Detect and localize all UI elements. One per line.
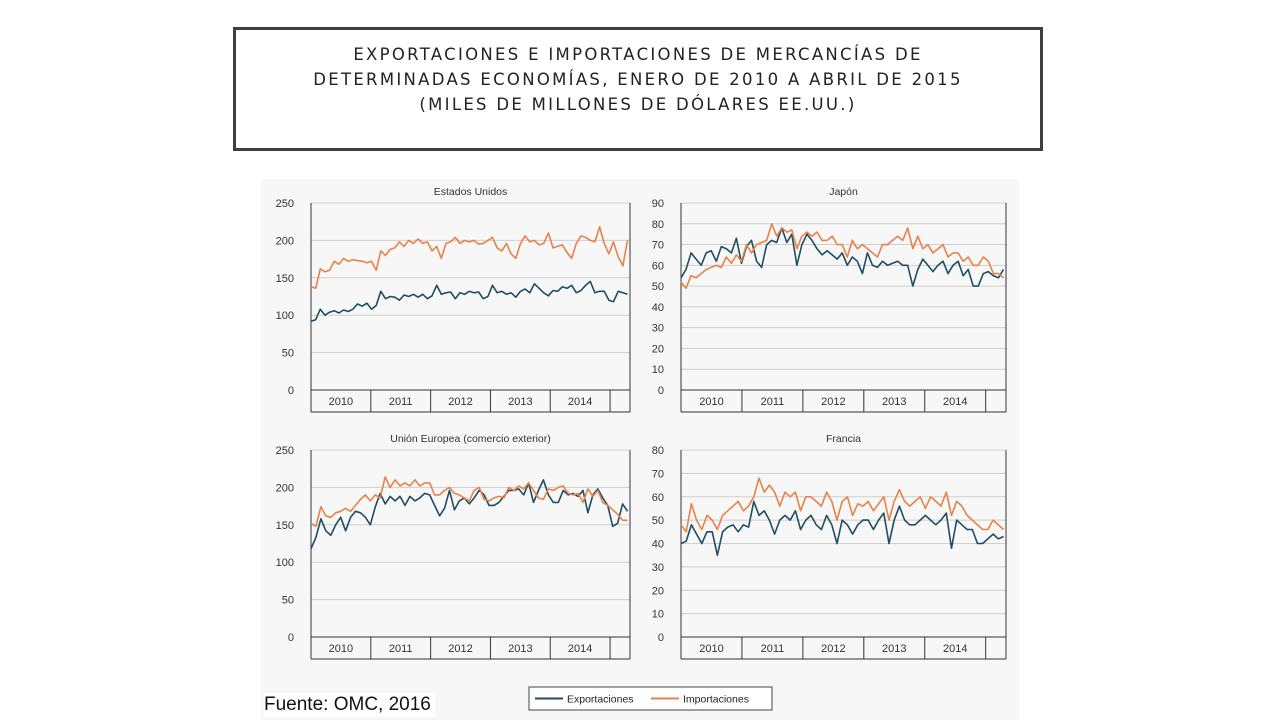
- eu-y-tick-label: 150: [276, 520, 294, 532]
- us-x-tick-label: 2013: [508, 396, 532, 408]
- charts-panel: 0 50 100 150 200 250 Estados Unidos 2010 2011 201…: [261, 179, 1019, 720]
- fr-y-tick-label: 10: [652, 609, 664, 621]
- fr-y-tick-label: 40: [652, 539, 664, 551]
- us-y-tick-label: 200: [276, 235, 294, 247]
- us-x-tick-label: 2014: [568, 396, 592, 408]
- title-line-2: DETERMINADAS ECONOMÍAS, ENERO DE 2010 A …: [313, 70, 963, 89]
- eu-x-tick-label: 2013: [508, 643, 532, 655]
- us-y-tick-label: 50: [282, 348, 294, 360]
- jp-chart-title: Japón: [829, 186, 858, 198]
- fr-y-tick-label: 50: [652, 515, 664, 527]
- title-line-1: EXPORTACIONES E IMPORTACIONES DE MERCANC…: [353, 45, 923, 64]
- eu-y-tick-label: 200: [276, 482, 294, 494]
- legend-box: [528, 686, 773, 711]
- fr-x-tick-label: 2013: [882, 643, 906, 655]
- legend-exports-label: Exportaciones: [567, 694, 634, 706]
- title-box: EXPORTACIONES E IMPORTACIONES DE MERCANC…: [233, 27, 1043, 151]
- jp-x-tick-label: 2010: [699, 396, 723, 408]
- us-y-tick-label: 250: [276, 198, 294, 210]
- jp-y-tick-label: 30: [652, 323, 664, 335]
- fr-y-tick-label: 0: [658, 632, 664, 644]
- jp-y-tick-label: 90: [652, 198, 664, 210]
- jp-y-tick-label: 0: [658, 385, 664, 397]
- jp-y-tick-label: 70: [652, 240, 664, 252]
- us-y-tick-label: 150: [276, 273, 294, 285]
- us-y-tick-label: 100: [276, 310, 294, 322]
- fr-y-tick-label: 20: [652, 585, 664, 597]
- jp-y-tick-label: 20: [652, 343, 664, 355]
- eu-chart-title: Unión Europea (comercio exterior): [390, 433, 550, 445]
- fr-y-tick-label: 80: [652, 445, 664, 457]
- jp-y-tick-label: 40: [652, 302, 664, 314]
- eu-y-tick-label: 250: [276, 445, 294, 457]
- eu-y-tick-label: 50: [282, 595, 294, 607]
- jp-x-tick-label: 2013: [882, 396, 906, 408]
- jp-y-tick-label: 10: [652, 364, 664, 376]
- fr-series-imports: [680, 477, 1005, 533]
- fr-y-tick-label: 60: [652, 492, 664, 504]
- jp-x-tick-label: 2011: [761, 396, 785, 408]
- jp-x-tick-label: 2014: [943, 396, 967, 408]
- source-note: Fuente: OMC, 2016: [264, 693, 435, 717]
- fr-x-tick-label: 2011: [761, 643, 785, 655]
- eu-y-tick-label: 0: [288, 632, 294, 644]
- eu-x-tick-label: 2011: [389, 643, 413, 655]
- fr-x-tick-label: 2014: [943, 643, 967, 655]
- legend-imports-label: Importaciones: [683, 694, 749, 706]
- jp-y-tick-label: 50: [652, 281, 664, 293]
- fr-y-tick-label: 30: [652, 562, 664, 574]
- us-series-exports: [310, 280, 628, 322]
- jp-x-tick-label: 2012: [821, 396, 845, 408]
- title-line-3: (MILES DE MILLONES DE DÓLARES EE.UU.): [419, 95, 857, 114]
- jp-y-tick-label: 80: [652, 219, 664, 231]
- fr-chart-title: Francia: [826, 433, 861, 445]
- us-series-imports: [310, 226, 629, 290]
- fr-x-tick-label: 2010: [699, 643, 723, 655]
- us-x-tick-label: 2012: [448, 396, 472, 408]
- us-y-tick-label: 0: [288, 385, 294, 397]
- us-x-tick-label: 2010: [329, 396, 353, 408]
- fr-x-tick-label: 2012: [821, 643, 845, 655]
- jp-y-tick-label: 60: [652, 260, 664, 272]
- fr-y-tick-label: 70: [652, 468, 664, 480]
- eu-series-imports: [310, 476, 628, 528]
- us-x-tick-label: 2011: [389, 396, 413, 408]
- eu-y-tick-label: 100: [276, 557, 294, 569]
- jp-series-imports: [680, 222, 1005, 289]
- fr-series-exports: [680, 500, 1004, 557]
- eu-x-tick-label: 2012: [448, 643, 472, 655]
- eu-x-tick-label: 2010: [329, 643, 353, 655]
- eu-x-tick-label: 2014: [568, 643, 592, 655]
- jp-series-exports: [680, 227, 1005, 287]
- us-chart-title: Estados Unidos: [434, 186, 508, 198]
- eu-series-exports: [310, 479, 629, 550]
